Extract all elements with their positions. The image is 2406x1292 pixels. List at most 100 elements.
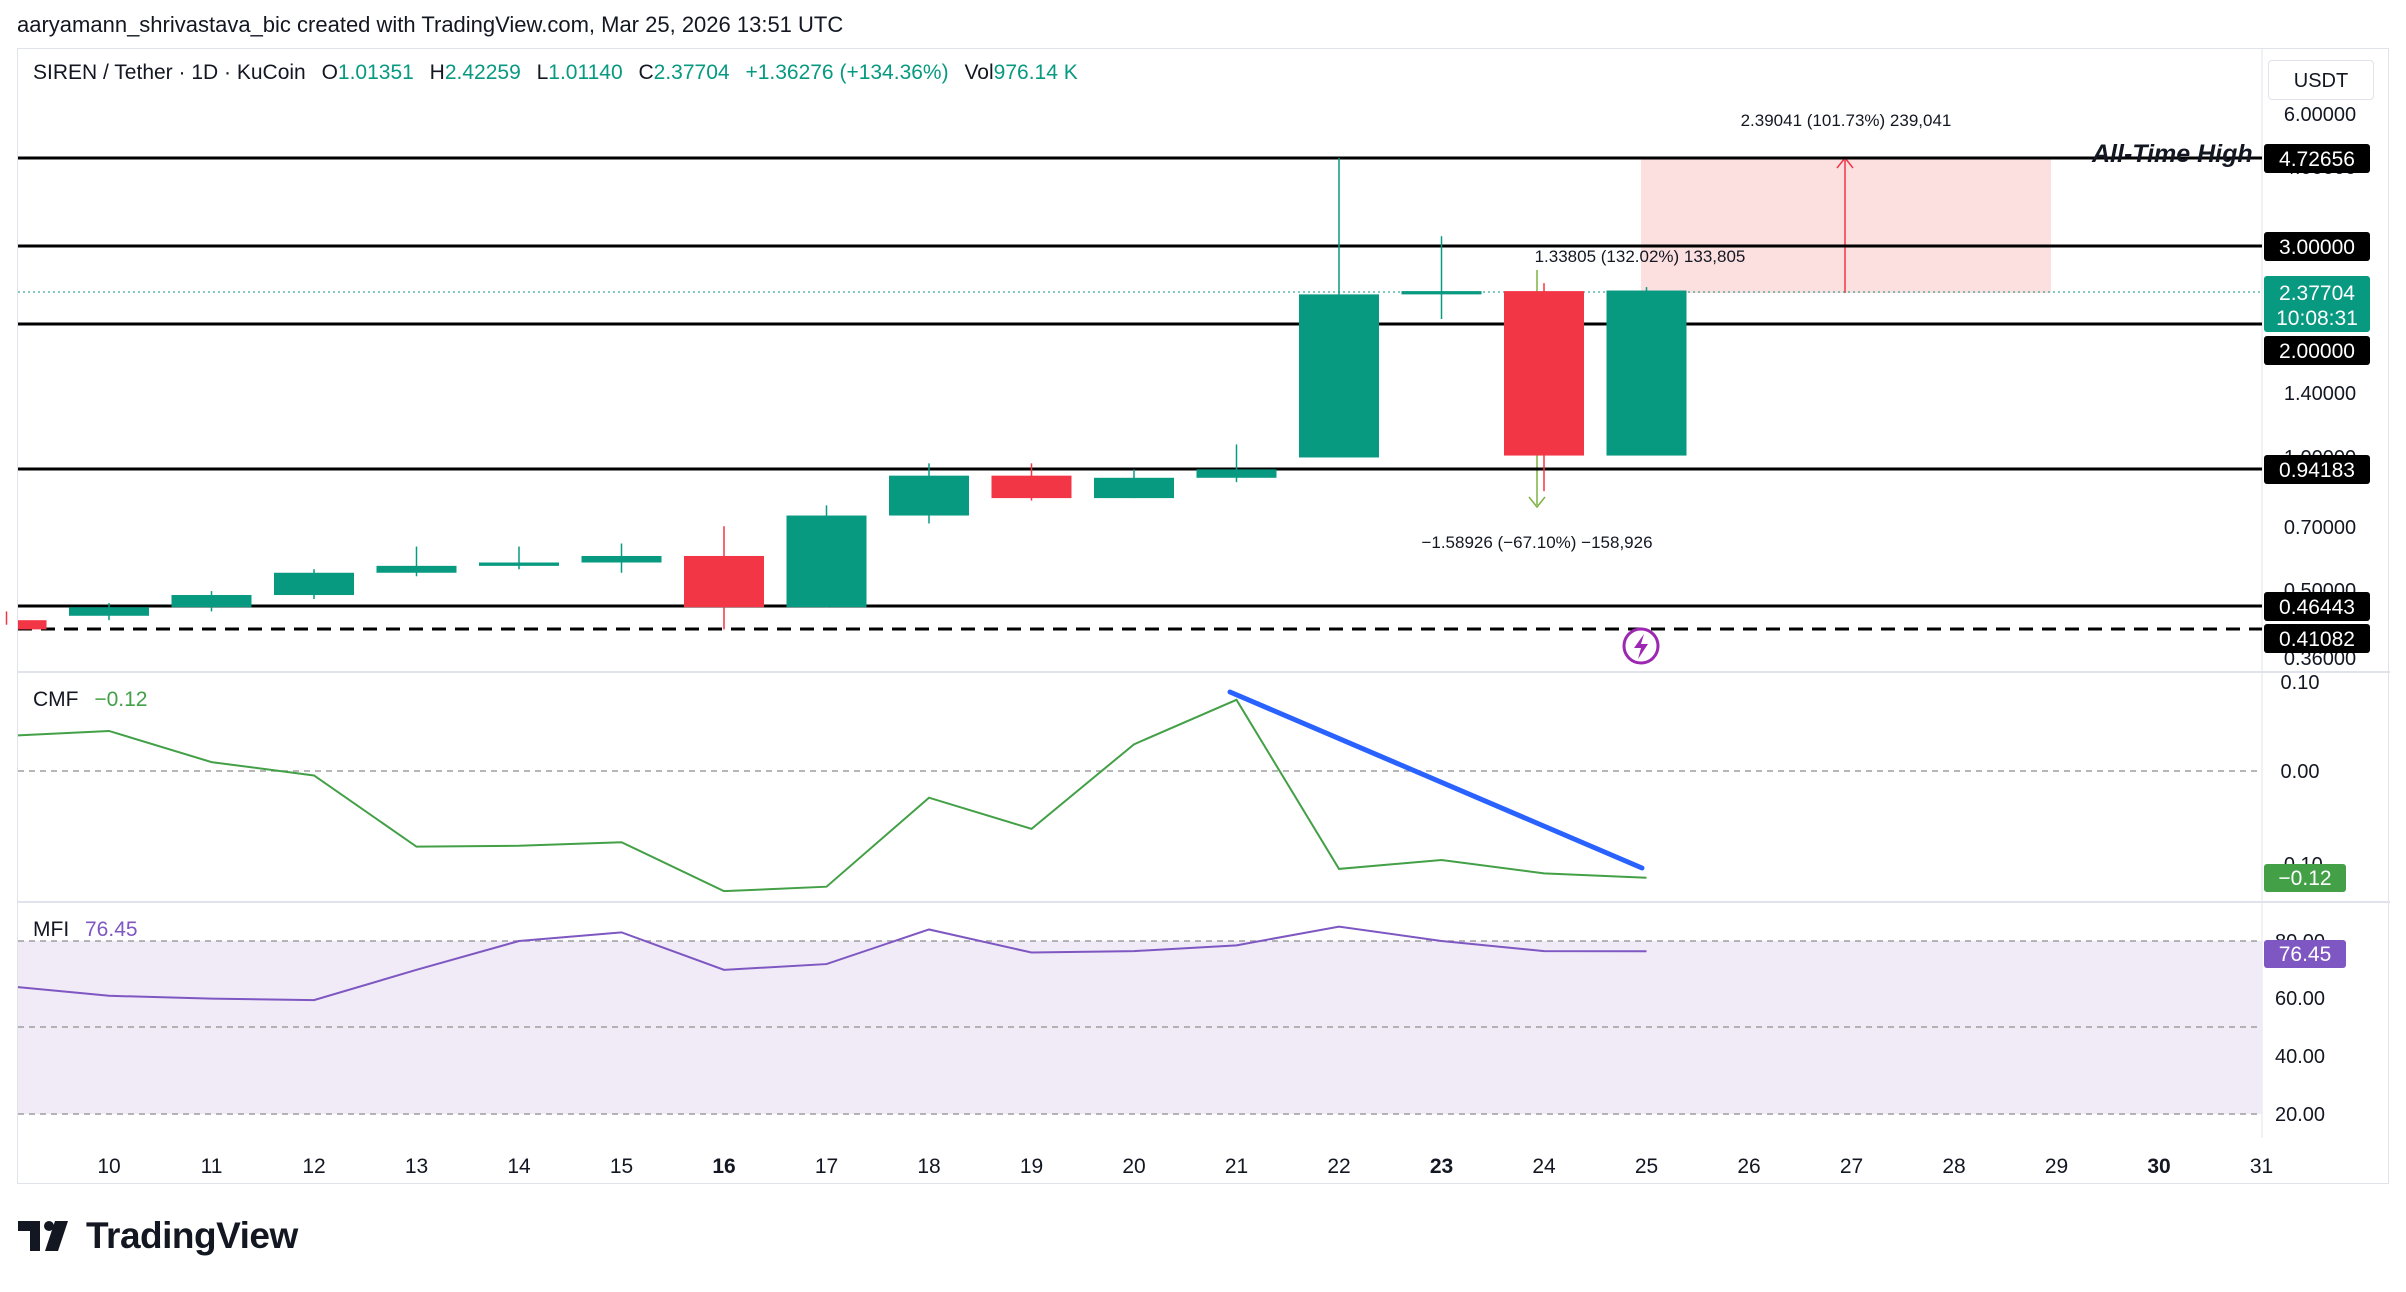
cmf-tick: 0.10	[2281, 672, 2320, 694]
mfi-legend-value: 76.45	[85, 918, 138, 941]
close-label: C	[638, 61, 654, 84]
candle-body	[991, 475, 1072, 499]
price-label-094-text: 0.94183	[2279, 459, 2355, 482]
cmf-tick: 0.00	[2281, 761, 2320, 783]
mfi-tick: 40.00	[2275, 1046, 2325, 1068]
x-axis-label: 25	[1635, 1155, 1658, 1178]
close-value: 2.37704	[653, 61, 730, 84]
mfi-badge-text: 76.45	[2279, 943, 2332, 966]
measure-up-label: 2.39041 (101.73%) 239,041	[1741, 111, 1952, 130]
x-axis-label: 17	[815, 1155, 838, 1178]
candle-body	[1401, 291, 1482, 295]
candle-body	[1299, 294, 1379, 458]
low-label: L	[536, 61, 549, 84]
cmf-trend-line	[1227, 689, 1645, 871]
candle-body	[1606, 290, 1687, 456]
candle-body	[479, 562, 559, 566]
symbol-legend: SIREN / Tether · 1D · KuCoin O1.01351 H2…	[33, 61, 1078, 85]
measure-box	[1641, 158, 2051, 293]
x-axis-label: 10	[97, 1155, 120, 1178]
open-label: O	[321, 61, 338, 84]
price-label-countdown: 10:08:31	[2276, 307, 2358, 330]
x-axis-label: 20	[1122, 1155, 1145, 1178]
mfi-tick: 20.00	[2275, 1104, 2325, 1126]
candle-body	[1196, 469, 1277, 478]
candle-body	[786, 515, 867, 608]
candle-body	[684, 555, 764, 608]
price-label-046-text: 0.46443	[2279, 596, 2355, 619]
price-label-3-text: 3.00000	[2279, 236, 2355, 259]
open-value: 1.01351	[337, 61, 414, 84]
indicators-layer	[17, 698, 1647, 1002]
candle-body	[581, 555, 662, 563]
x-axis-label: 28	[1942, 1155, 1965, 1178]
cmf-badge: −0.12	[2264, 864, 2346, 892]
price-label-041-text: 0.41082	[2279, 628, 2355, 651]
candle-body	[274, 572, 354, 596]
high-label: H	[429, 61, 445, 84]
x-axis-label: 11	[201, 1155, 223, 1178]
candle-body	[889, 475, 969, 516]
x-axis-label: 15	[610, 1155, 633, 1178]
cmf-legend: CMF −0.12	[33, 688, 147, 712]
x-axis-label: 21	[1225, 1155, 1248, 1178]
chart-frame[interactable]	[17, 48, 2389, 1184]
x-axis-label: 13	[405, 1155, 428, 1178]
x-axis-label: 22	[1327, 1155, 1350, 1178]
mfi-line	[17, 925, 1647, 1002]
tradingview-logo-icon	[18, 1221, 68, 1251]
x-axis-label: 12	[302, 1155, 325, 1178]
x-axis-label: 14	[507, 1155, 531, 1178]
measure-mid-label: 1.33805 (132.02%) 133,805	[1535, 247, 1746, 266]
price-label-041: 0.41082	[2264, 624, 2370, 653]
x-axis-label: 24	[1532, 1155, 1556, 1178]
all-time-high-label: All-Time High	[2092, 140, 2253, 168]
mfi-legend-name: MFI	[33, 918, 70, 941]
price-label-current: 2.37704 10:08:31	[2264, 276, 2370, 332]
cmf-legend-name: CMF	[33, 688, 79, 711]
currency-button[interactable]: USDT	[2268, 60, 2374, 100]
price-tick-partial: 0.36000	[2284, 648, 2356, 670]
x-axis-label: 16	[712, 1155, 735, 1178]
x-axis-label: 26	[1737, 1155, 1760, 1178]
candle-body	[376, 565, 457, 573]
mfi-legend: MFI 76.45	[33, 918, 138, 942]
measure-down-arrowhead	[1528, 496, 1546, 509]
low-value: 1.01140	[548, 61, 623, 84]
cmf-badge-text: −0.12	[2278, 867, 2331, 890]
event-bolt-icon	[1634, 634, 1648, 659]
price-label-094: 0.94183	[2264, 455, 2370, 484]
price-label-3: 3.00000	[2264, 232, 2370, 261]
candle-body	[171, 595, 252, 608]
mfi-badge: 76.45	[2264, 940, 2346, 968]
high-value: 2.42259	[444, 61, 521, 84]
price-label-current-text: 2.37704	[2279, 282, 2355, 305]
x-axis-label: 19	[1020, 1155, 1043, 1178]
candle-body	[1094, 477, 1174, 499]
price-tick: 1.40000	[2284, 383, 2356, 405]
price-label-2-text: 2.00000	[2279, 340, 2355, 363]
change-value: +1.36276 (+134.36%)	[745, 61, 949, 84]
x-axis-label: 29	[2045, 1155, 2068, 1178]
price-tick: 0.70000	[2284, 517, 2356, 539]
x-axis-label: 30	[2147, 1155, 2170, 1178]
candle-body	[18, 620, 47, 630]
candles-layer	[5, 157, 1687, 630]
tradingview-logo[interactable]: TradingView	[18, 1212, 298, 1260]
header-credit: aaryamann_shrivastava_bic created with T…	[17, 12, 844, 37]
symbol-name: SIREN / Tether · 1D · KuCoin	[33, 61, 306, 84]
price-label-2: 2.00000	[2264, 336, 2370, 365]
measure-down-label: −1.58926 (−67.10%) −158,926	[1421, 533, 1652, 552]
tradingview-logo-text: TradingView	[86, 1215, 298, 1256]
price-label-046: 0.46443	[2264, 592, 2370, 621]
price-tick: 6.00000	[2284, 104, 2356, 126]
price-label-ath-text: 4.72656	[2279, 148, 2355, 171]
candle-body	[69, 607, 149, 616]
candle-body	[1504, 291, 1584, 456]
x-axis-label: 18	[917, 1155, 940, 1178]
price-label-ath: 4.72656	[2264, 144, 2370, 173]
x-axis-label: 27	[1840, 1155, 1863, 1178]
cmf-line	[17, 698, 1647, 893]
mfi-tick: 60.00	[2275, 988, 2325, 1010]
